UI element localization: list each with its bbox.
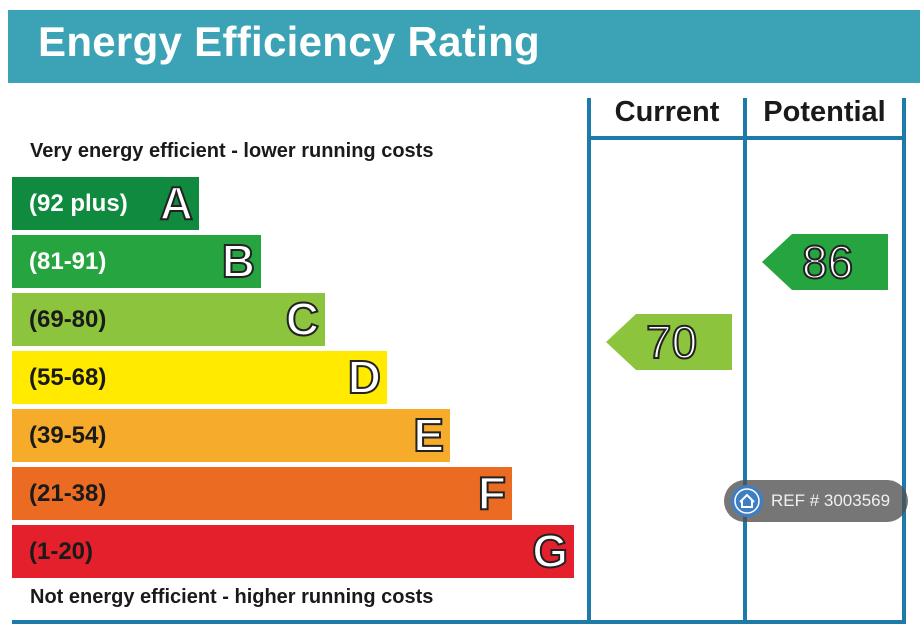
band-e: (39-54) E [12, 408, 450, 462]
grid-line [743, 98, 747, 622]
current-column-header: Current [614, 96, 720, 128]
band-range-label: (69-80) [29, 306, 107, 333]
grid-line [587, 98, 591, 622]
current-rating-arrow: 70 [606, 314, 732, 370]
header-bar: Energy Efficiency Rating [8, 10, 920, 83]
band-b: (81-91) B [12, 234, 261, 288]
reference-text: REF # 3003569 [771, 491, 891, 510]
band-letter: A [159, 176, 194, 230]
potential-rating-value: 86 [801, 235, 854, 289]
band-range-label: (1-20) [29, 538, 94, 565]
reference-badge: REF # 3003569 [724, 480, 908, 522]
bottom-caption: Not energy efficient - higher running co… [30, 586, 434, 608]
band-letter: B [221, 234, 256, 288]
band-letter: G [531, 524, 569, 578]
band-d: (55-68) D [12, 350, 387, 404]
band-range-label: (39-54) [29, 422, 107, 449]
band-a: (92 plus) A [12, 176, 199, 230]
band-letter: C [285, 292, 320, 346]
current-rating-value: 70 [645, 315, 698, 369]
grid-line [902, 98, 906, 622]
band-g: (1-20) G [12, 524, 574, 578]
top-caption: Very energy efficient - lower running co… [30, 140, 434, 162]
potential-column-header: Potential [763, 96, 886, 128]
band-range-label: (81-91) [29, 248, 107, 275]
band-letter: F [477, 466, 507, 520]
grid-line [12, 620, 906, 624]
potential-rating-arrow-shape [762, 234, 888, 290]
chart-title: Energy Efficiency Rating [38, 18, 540, 65]
band-range-label: (55-68) [29, 364, 107, 391]
current-rating-arrow-shape [606, 314, 732, 370]
band-f: (21-38) F [12, 466, 512, 520]
band-letter: D [347, 350, 382, 404]
band-range-label: (21-38) [29, 480, 107, 507]
grid-line [587, 136, 906, 140]
home-icon [731, 485, 763, 517]
band-c: (69-80) C [12, 292, 325, 346]
potential-rating-arrow: 86 [762, 234, 888, 290]
band-letter: E [412, 408, 445, 462]
band-range-label: (92 plus) [29, 190, 128, 217]
